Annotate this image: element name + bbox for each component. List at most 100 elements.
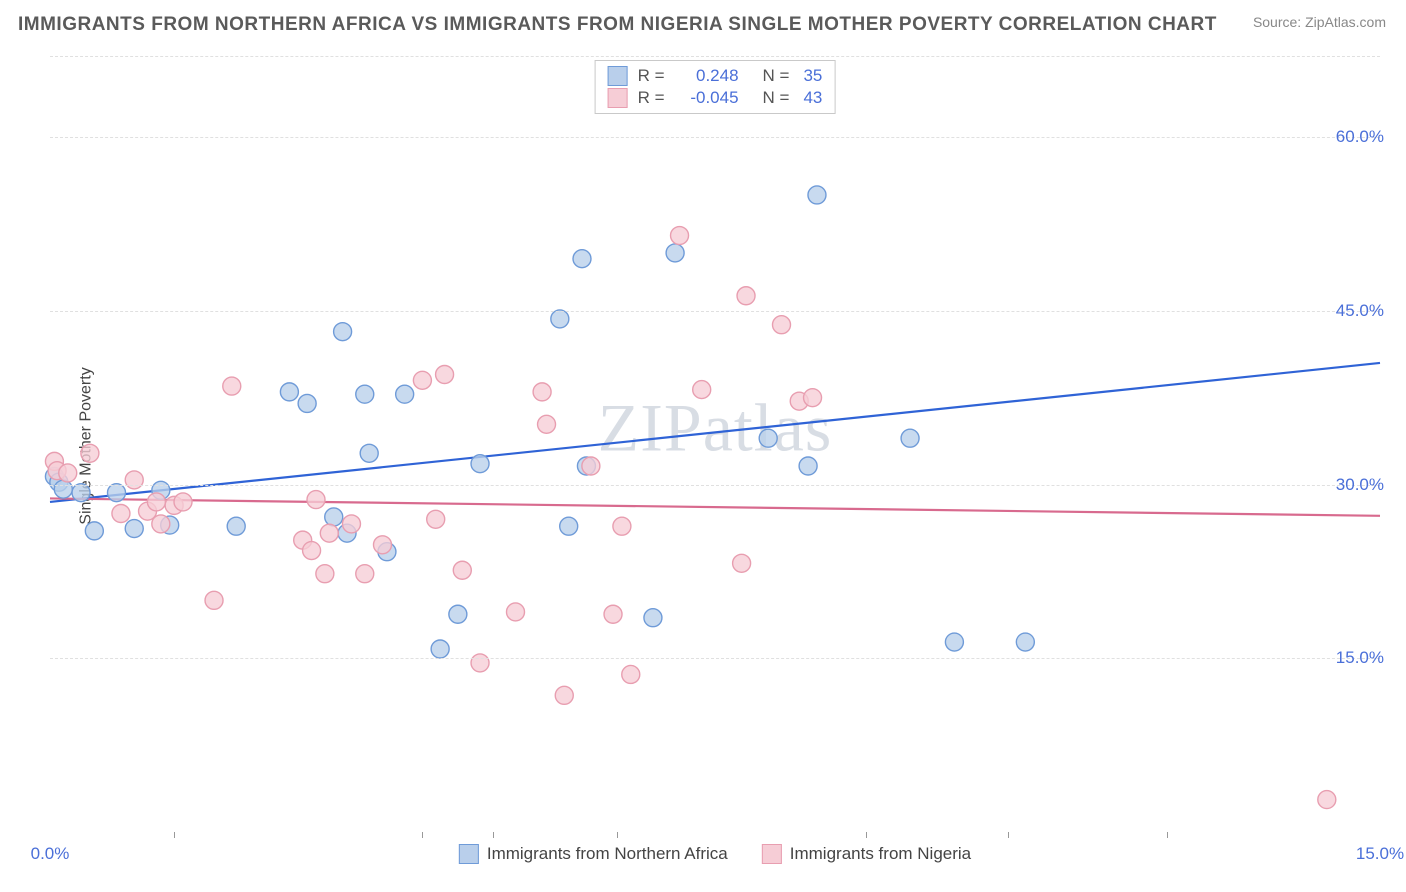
scatter-point (507, 603, 525, 621)
scatter-point (112, 504, 130, 522)
scatter-point (431, 640, 449, 658)
legend-r-value: 0.248 (675, 66, 739, 86)
scatter-point (125, 520, 143, 538)
x-tick-mark (174, 832, 175, 838)
scatter-point (396, 385, 414, 403)
scatter-point (671, 227, 689, 245)
scatter-point (334, 323, 352, 341)
y-tick-label: 60.0% (1336, 127, 1384, 147)
scatter-point (533, 383, 551, 401)
legend-series-name: Immigrants from Northern Africa (487, 844, 728, 864)
scatter-point (342, 515, 360, 533)
scatter-point (449, 605, 467, 623)
legend-r-value: -0.045 (675, 88, 739, 108)
scatter-point (453, 561, 471, 579)
scatter-point (125, 471, 143, 489)
scatter-point (666, 244, 684, 262)
source-link[interactable]: ZipAtlas.com (1305, 14, 1386, 30)
scatter-point (427, 510, 445, 528)
scatter-point (81, 444, 99, 462)
trend-line (50, 498, 1380, 515)
scatter-point (644, 609, 662, 627)
chart-area: ZIPatlas R =0.248N =35R =-0.045N =43 Imm… (50, 56, 1380, 832)
scatter-point (945, 633, 963, 651)
scatter-point (901, 429, 919, 447)
x-tick-mark (1167, 832, 1168, 838)
legend-n-label: N = (763, 88, 790, 108)
scatter-point (582, 457, 600, 475)
trend-line (50, 363, 1380, 502)
scatter-point (298, 394, 316, 412)
legend-series: Immigrants from Nigeria (762, 844, 971, 864)
scatter-point (622, 665, 640, 683)
scatter-plot (50, 56, 1380, 832)
scatter-point (538, 415, 556, 433)
scatter-point (733, 554, 751, 572)
scatter-point (316, 565, 334, 583)
grid-line (50, 311, 1380, 312)
x-tick-mark (422, 832, 423, 838)
y-tick-label: 15.0% (1336, 648, 1384, 668)
legend-r-label: R = (638, 66, 665, 86)
x-tick-label: 0.0% (31, 844, 70, 864)
legend-swatch (608, 88, 628, 108)
legend-correlation-box: R =0.248N =35R =-0.045N =43 (595, 60, 836, 114)
scatter-point (280, 383, 298, 401)
scatter-point (54, 480, 72, 498)
scatter-point (59, 464, 77, 482)
scatter-point (147, 493, 165, 511)
y-tick-label: 45.0% (1336, 301, 1384, 321)
scatter-point (307, 491, 325, 509)
x-tick-mark (493, 832, 494, 838)
scatter-point (413, 371, 431, 389)
legend-row: R =-0.045N =43 (608, 87, 823, 109)
scatter-point (737, 287, 755, 305)
scatter-point (174, 493, 192, 511)
legend-series: Immigrants from Northern Africa (459, 844, 728, 864)
scatter-point (436, 366, 454, 384)
scatter-point (320, 524, 338, 542)
grid-line (50, 658, 1380, 659)
source-label: Source: (1253, 14, 1301, 30)
legend-row: R = 0.248 N = 35 (608, 65, 823, 87)
scatter-point (1318, 791, 1336, 809)
scatter-point (471, 654, 489, 672)
scatter-point (227, 517, 245, 535)
x-tick-mark (1008, 832, 1009, 838)
grid-line (50, 137, 1380, 138)
x-tick-label: 15.0% (1356, 844, 1404, 864)
legend-swatch (608, 66, 628, 86)
grid-line (50, 56, 1380, 57)
scatter-point (555, 686, 573, 704)
legend-swatch (459, 844, 479, 864)
scatter-point (108, 484, 126, 502)
scatter-point (356, 385, 374, 403)
y-tick-label: 30.0% (1336, 475, 1384, 495)
scatter-point (1016, 633, 1034, 651)
scatter-point (152, 515, 170, 533)
scatter-point (799, 457, 817, 475)
scatter-point (693, 381, 711, 399)
scatter-point (808, 186, 826, 204)
chart-title: IMMIGRANTS FROM NORTHERN AFRICA VS IMMIG… (18, 14, 1217, 36)
scatter-point (303, 542, 321, 560)
source-attribution: Source: ZipAtlas.com (1253, 14, 1386, 30)
legend-r-label: R = (638, 88, 665, 108)
scatter-point (85, 522, 103, 540)
x-tick-mark (617, 832, 618, 838)
scatter-point (573, 250, 591, 268)
legend-bottom: Immigrants from Northern Africa Immigrant… (459, 844, 971, 864)
scatter-point (604, 605, 622, 623)
scatter-point (356, 565, 374, 583)
scatter-point (551, 310, 569, 328)
scatter-point (72, 484, 90, 502)
legend-n-value: 35 (803, 66, 822, 86)
scatter-point (205, 591, 223, 609)
scatter-point (360, 444, 378, 462)
scatter-point (325, 508, 343, 526)
legend-swatch (762, 844, 782, 864)
scatter-point (773, 316, 791, 334)
scatter-point (223, 377, 241, 395)
legend-n-label: N = (763, 66, 790, 86)
x-tick-mark (866, 832, 867, 838)
